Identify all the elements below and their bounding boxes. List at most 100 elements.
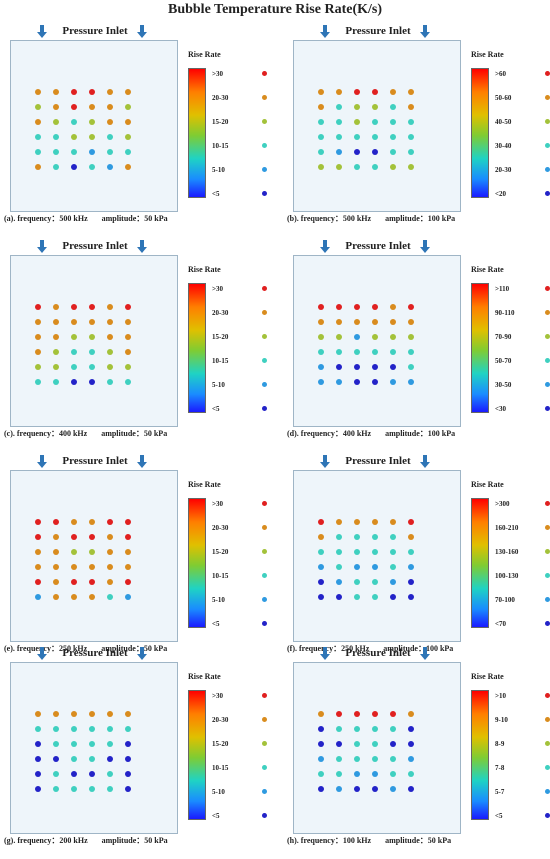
bubble [372,564,378,570]
panel-5: Pressure Inlet Rise Rate >30 20-30 15-20 10-1… [0,450,275,665]
legend-range-label: >110 [495,285,510,293]
bubble [71,134,77,140]
bubble [71,89,77,95]
amplitude-text: amplitude：100 kPa [383,644,454,653]
legend-range-label: <5 [495,812,503,820]
bubble [318,549,324,555]
bubble [318,349,324,355]
legend-dot [262,310,267,315]
bubble [71,579,77,585]
legend-range-label: >30 [212,70,223,78]
bubble [89,711,95,717]
bubble [390,119,396,125]
bubble [71,534,77,540]
bubble [107,379,113,385]
legend-range-label: 20-30 [212,524,229,532]
legend-title: Rise Rate [188,480,221,489]
bubble [318,564,324,570]
pressure-inlet-label: Pressure Inlet [62,25,128,37]
bubble [125,104,131,110]
bubble [372,579,378,585]
legend-range-label: 20-30 [212,716,229,724]
bubble [35,756,41,762]
legend-dot [262,286,267,291]
bubble [336,134,342,140]
bubble [408,134,414,140]
legend-title: Rise Rate [471,480,504,489]
bubble [107,564,113,570]
bubble [71,349,77,355]
bubble [107,756,113,762]
bubble [125,134,131,140]
legend-range-label: <5 [212,620,220,628]
bubble [390,741,396,747]
legend-range-label: 5-10 [212,166,225,174]
bubble [107,771,113,777]
legend-dot [262,765,267,770]
legend-dot [545,717,550,722]
panel-6: Pressure Inlet Rise Rate >300 160-210 130-16… [283,450,550,665]
bubble [372,334,378,340]
bubble [53,349,59,355]
bubble [89,534,95,540]
bubble [35,104,41,110]
bubble [390,334,396,340]
bubble [372,164,378,170]
bubble [89,564,95,570]
bubble [71,549,77,555]
bubble [35,564,41,570]
bubble [336,741,342,747]
bubble [71,149,77,155]
colorbar [471,68,489,198]
bubble [336,379,342,385]
legend-dot [262,95,267,100]
bubble [372,104,378,110]
bubble [336,149,342,155]
simulation-domain [293,470,461,642]
bubble [372,134,378,140]
legend-dot [545,621,550,626]
bubble [53,104,59,110]
bubble [408,349,414,355]
bubble [53,564,59,570]
legend-range-label: 5-10 [212,381,225,389]
bubble [372,319,378,325]
legend-dot [262,143,267,148]
bubble [354,549,360,555]
bubble [408,549,414,555]
bubble [35,594,41,600]
panel-label: (d). [287,429,301,438]
bubble [336,579,342,585]
bubble [372,304,378,310]
bubble [372,711,378,717]
bubble [107,134,113,140]
bubble [336,726,342,732]
panel-caption: (c). frequency：400 kHz amplitude：50 kPa [4,428,167,439]
bubble [390,304,396,310]
bubble [354,149,360,155]
bubble [35,134,41,140]
panel-caption: (d). frequency：400 kHz amplitude：100 kPa [287,428,455,439]
bubble [318,104,324,110]
simulation-domain [10,470,178,642]
bubble [107,519,113,525]
bubble [354,771,360,777]
panel-4: Pressure Inlet Rise Rate >110 90-110 70-90 50… [283,235,550,450]
bubble [71,771,77,777]
bubble [318,534,324,540]
bubble [35,549,41,555]
bubble [390,364,396,370]
bubble [89,756,95,762]
figure-title: Bubble Temperature Rise Rate(K/s) [167,2,382,17]
bubble [408,304,414,310]
bubble [89,334,95,340]
bubble [408,104,414,110]
legend-range-label: 20-30 [212,309,229,317]
bubble [107,89,113,95]
bubble [35,149,41,155]
bubble [53,304,59,310]
bubble [318,119,324,125]
bubble [336,564,342,570]
simulation-domain [293,40,461,212]
bubble [336,594,342,600]
